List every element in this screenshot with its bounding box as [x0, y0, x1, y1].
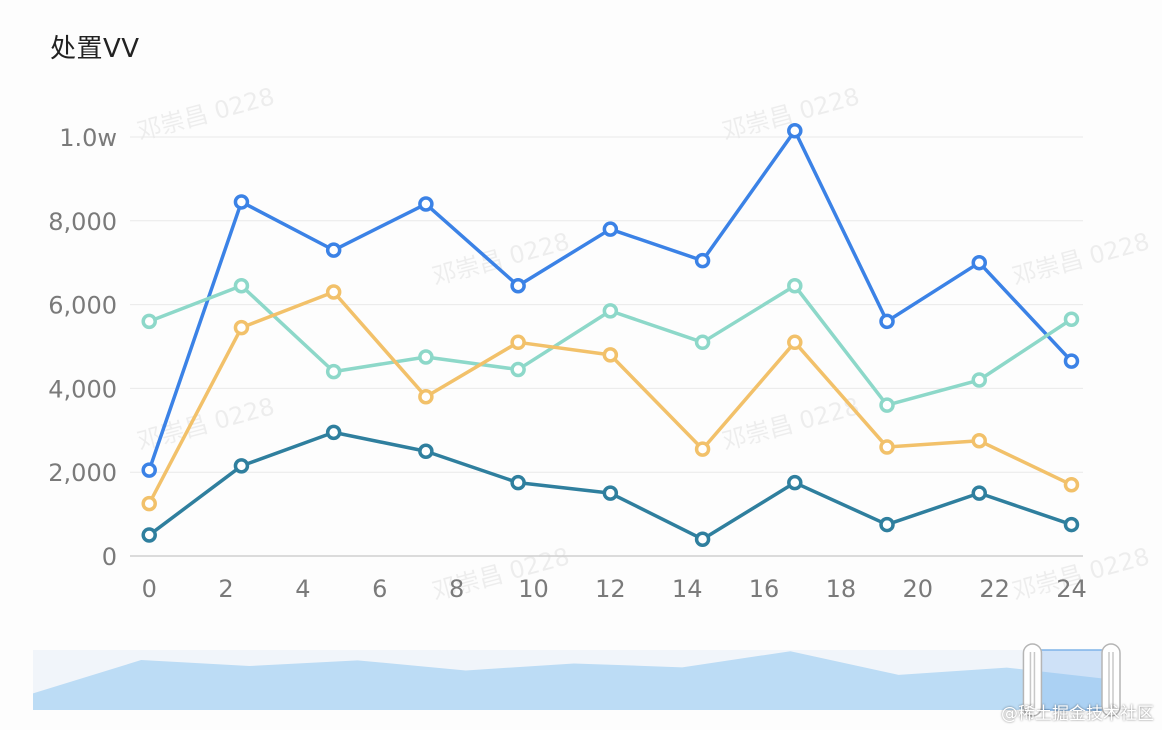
- x-tick-label: 16: [749, 575, 780, 603]
- watermark-text: 邓崇昌 0228: [719, 392, 862, 455]
- data-point[interactable]: [787, 122, 803, 139]
- series-0: [141, 122, 1080, 478]
- data-point[interactable]: [879, 439, 895, 455]
- data-point[interactable]: [510, 361, 526, 378]
- series-3: [141, 424, 1080, 547]
- zoom-preview-area: [33, 651, 1115, 710]
- data-point[interactable]: [233, 277, 250, 294]
- data-point[interactable]: [971, 372, 987, 388]
- y-tick-label: 6,000: [48, 292, 117, 320]
- x-tick-label: 14: [672, 575, 703, 603]
- data-point[interactable]: [141, 527, 157, 543]
- series-layer: [141, 122, 1080, 547]
- y-tick-label: 8,000: [48, 208, 117, 236]
- data-point[interactable]: [418, 443, 434, 459]
- y-tick-label: 1.0w: [59, 124, 117, 152]
- data-point[interactable]: [694, 531, 711, 547]
- data-point[interactable]: [418, 389, 434, 405]
- data-point[interactable]: [233, 319, 250, 336]
- data-point[interactable]: [325, 424, 342, 441]
- x-tick-label: 0: [142, 575, 157, 603]
- y-tick-label: 2,000: [48, 459, 117, 487]
- y-tick-label: 4,000: [48, 375, 117, 403]
- data-point[interactable]: [1063, 477, 1080, 493]
- data-point[interactable]: [510, 277, 526, 294]
- y-axis: 0 2,000 4,000 6,000 8,000 1.0w: [48, 124, 117, 571]
- series-line: [147, 128, 1073, 471]
- data-point[interactable]: [879, 397, 895, 413]
- data-point[interactable]: [971, 254, 987, 271]
- x-tick-label: 4: [295, 575, 310, 603]
- data-point[interactable]: [787, 474, 803, 491]
- data-point[interactable]: [233, 458, 250, 474]
- chart-title: 处置VV: [50, 34, 140, 64]
- attribution-text: @稀土掘金技术社区: [1001, 704, 1154, 724]
- x-axis: 0 2 4 6 8 10 12 14 16 18 20 22 24: [130, 555, 1087, 603]
- x-tick-label: 8: [449, 575, 464, 603]
- x-tick-label: 6: [372, 575, 387, 603]
- data-point[interactable]: [971, 433, 987, 449]
- data-point[interactable]: [694, 252, 711, 269]
- watermark-text: 邓崇昌 0228: [429, 227, 572, 290]
- y-tick-label: 0: [102, 543, 117, 571]
- data-point[interactable]: [879, 516, 895, 533]
- x-tick-label: 10: [518, 575, 549, 603]
- series-1: [141, 277, 1080, 413]
- data-point[interactable]: [787, 277, 803, 294]
- x-tick-label: 2: [218, 575, 233, 603]
- x-tick-label: 24: [1056, 575, 1087, 603]
- data-point[interactable]: [418, 196, 434, 212]
- data-point[interactable]: [418, 349, 434, 365]
- data-point[interactable]: [325, 284, 342, 300]
- data-point[interactable]: [694, 334, 711, 351]
- data-point[interactable]: [233, 194, 250, 210]
- data-point[interactable]: [694, 441, 711, 457]
- data-point[interactable]: [1063, 311, 1080, 328]
- x-tick-label: 20: [902, 575, 933, 603]
- data-point[interactable]: [602, 303, 619, 319]
- x-tick-label: 18: [826, 575, 857, 603]
- data-point[interactable]: [879, 313, 895, 330]
- data-point[interactable]: [602, 221, 619, 237]
- data-point[interactable]: [787, 334, 803, 351]
- data-point[interactable]: [325, 363, 342, 380]
- data-point[interactable]: [141, 495, 157, 512]
- data-point[interactable]: [141, 313, 157, 330]
- data-point[interactable]: [325, 242, 342, 258]
- x-tick-label: 22: [979, 575, 1010, 603]
- data-point[interactable]: [1063, 353, 1080, 369]
- data-point[interactable]: [141, 462, 157, 478]
- watermark-text: 邓崇昌 0228: [1009, 227, 1152, 290]
- data-point[interactable]: [602, 485, 619, 501]
- data-point[interactable]: [602, 347, 619, 363]
- data-point[interactable]: [510, 334, 526, 351]
- data-point[interactable]: [510, 474, 526, 491]
- data-zoom-slider[interactable]: [33, 643, 1121, 717]
- watermark-text: 邓崇昌 0228: [134, 82, 277, 145]
- data-point[interactable]: [971, 485, 987, 501]
- zoom-handle-right[interactable]: [1101, 643, 1121, 717]
- series-2: [141, 284, 1080, 512]
- zoom-handle-left[interactable]: [1022, 643, 1043, 717]
- x-tick-label: 12: [595, 575, 626, 603]
- data-point[interactable]: [1063, 516, 1080, 533]
